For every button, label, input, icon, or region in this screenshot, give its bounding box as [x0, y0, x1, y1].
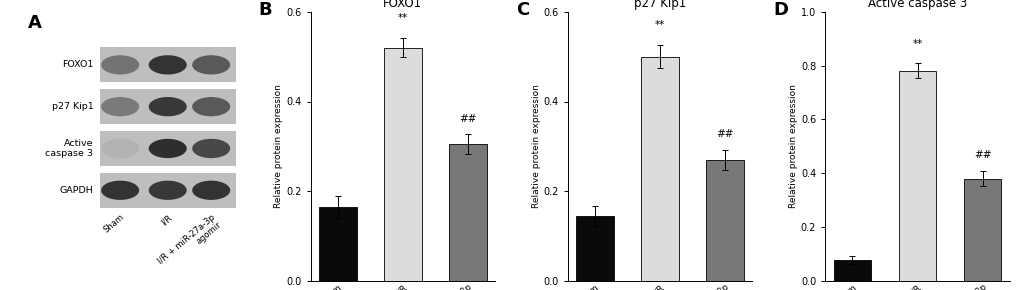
Text: FOXO1: FOXO1: [62, 60, 94, 69]
Text: p27 Kip1: p27 Kip1: [52, 102, 94, 111]
Bar: [833, 260, 870, 281]
Bar: [576, 216, 613, 281]
Bar: [898, 71, 935, 281]
Bar: [641, 57, 679, 281]
Y-axis label: Relative protein expression: Relative protein expression: [274, 84, 283, 209]
Bar: [100, 173, 235, 208]
Ellipse shape: [101, 55, 139, 75]
Text: I/R + miR-27a-3p
agomir: I/R + miR-27a-3p agomir: [156, 213, 223, 273]
Ellipse shape: [192, 97, 230, 116]
Text: I/R: I/R: [159, 213, 173, 227]
Bar: [100, 89, 235, 124]
Text: A: A: [28, 14, 42, 32]
Text: D: D: [772, 1, 788, 19]
Ellipse shape: [101, 97, 139, 116]
Ellipse shape: [149, 55, 186, 75]
Ellipse shape: [149, 181, 186, 200]
Ellipse shape: [101, 139, 139, 158]
Ellipse shape: [149, 139, 186, 158]
Title: p27 Kip1: p27 Kip1: [634, 0, 686, 10]
Ellipse shape: [101, 181, 139, 200]
Text: GAPDH: GAPDH: [60, 186, 94, 195]
Text: Sham: Sham: [102, 213, 125, 235]
Bar: [705, 160, 743, 281]
Text: **: **: [911, 39, 922, 48]
Y-axis label: Relative protein expression: Relative protein expression: [789, 84, 797, 209]
Bar: [100, 47, 235, 82]
Text: B: B: [259, 1, 272, 19]
Y-axis label: Relative protein expression: Relative protein expression: [531, 84, 540, 209]
Ellipse shape: [192, 139, 230, 158]
Text: **: **: [654, 21, 664, 30]
Text: ##: ##: [459, 113, 476, 124]
Bar: [100, 131, 235, 166]
Text: ##: ##: [973, 151, 990, 160]
Text: C: C: [516, 1, 529, 19]
Title: FOXO1: FOXO1: [383, 0, 422, 10]
Bar: [963, 179, 1001, 281]
Ellipse shape: [192, 55, 230, 75]
Title: Active caspase 3: Active caspase 3: [867, 0, 966, 10]
Ellipse shape: [192, 181, 230, 200]
Bar: [319, 207, 357, 281]
Bar: [383, 48, 421, 281]
Ellipse shape: [149, 97, 186, 116]
Bar: [448, 144, 486, 281]
Text: ##: ##: [715, 129, 734, 139]
Text: Active
caspase 3: Active caspase 3: [46, 139, 94, 158]
Text: **: **: [397, 13, 408, 23]
